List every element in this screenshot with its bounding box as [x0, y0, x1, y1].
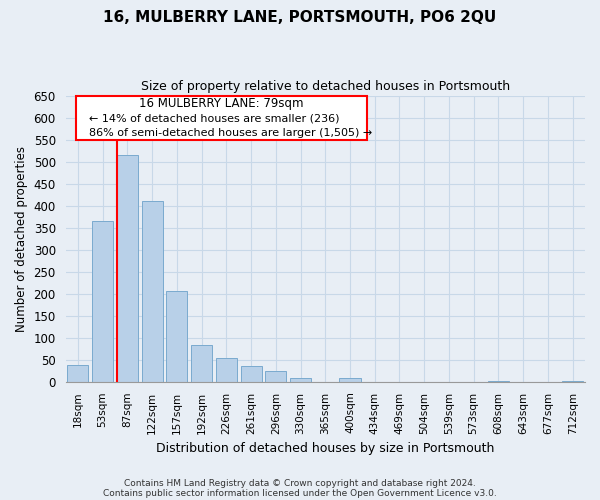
Bar [92, 221, 113, 382]
Text: 16, MULBERRY LANE, PORTSMOUTH, PO6 2QU: 16, MULBERRY LANE, PORTSMOUTH, PO6 2QU [103, 10, 497, 25]
Bar [191, 345, 212, 382]
Title: Size of property relative to detached houses in Portsmouth: Size of property relative to detached ho… [141, 80, 510, 93]
Bar [216, 358, 237, 382]
Bar [265, 371, 286, 382]
Text: Contains HM Land Registry data © Crown copyright and database right 2024.: Contains HM Land Registry data © Crown c… [124, 478, 476, 488]
Bar [241, 366, 262, 382]
X-axis label: Distribution of detached houses by size in Portsmouth: Distribution of detached houses by size … [156, 442, 494, 455]
Text: ← 14% of detached houses are smaller (236): ← 14% of detached houses are smaller (23… [89, 114, 340, 124]
FancyBboxPatch shape [76, 96, 367, 140]
Bar [142, 202, 163, 382]
Bar [117, 154, 138, 382]
Y-axis label: Number of detached properties: Number of detached properties [15, 146, 28, 332]
Bar [166, 290, 187, 382]
Text: 86% of semi-detached houses are larger (1,505) →: 86% of semi-detached houses are larger (… [89, 128, 372, 138]
Bar [67, 365, 88, 382]
Text: 16 MULBERRY LANE: 79sqm: 16 MULBERRY LANE: 79sqm [139, 97, 304, 110]
Bar [290, 378, 311, 382]
Text: Contains public sector information licensed under the Open Government Licence v3: Contains public sector information licen… [103, 488, 497, 498]
Bar [340, 378, 361, 382]
